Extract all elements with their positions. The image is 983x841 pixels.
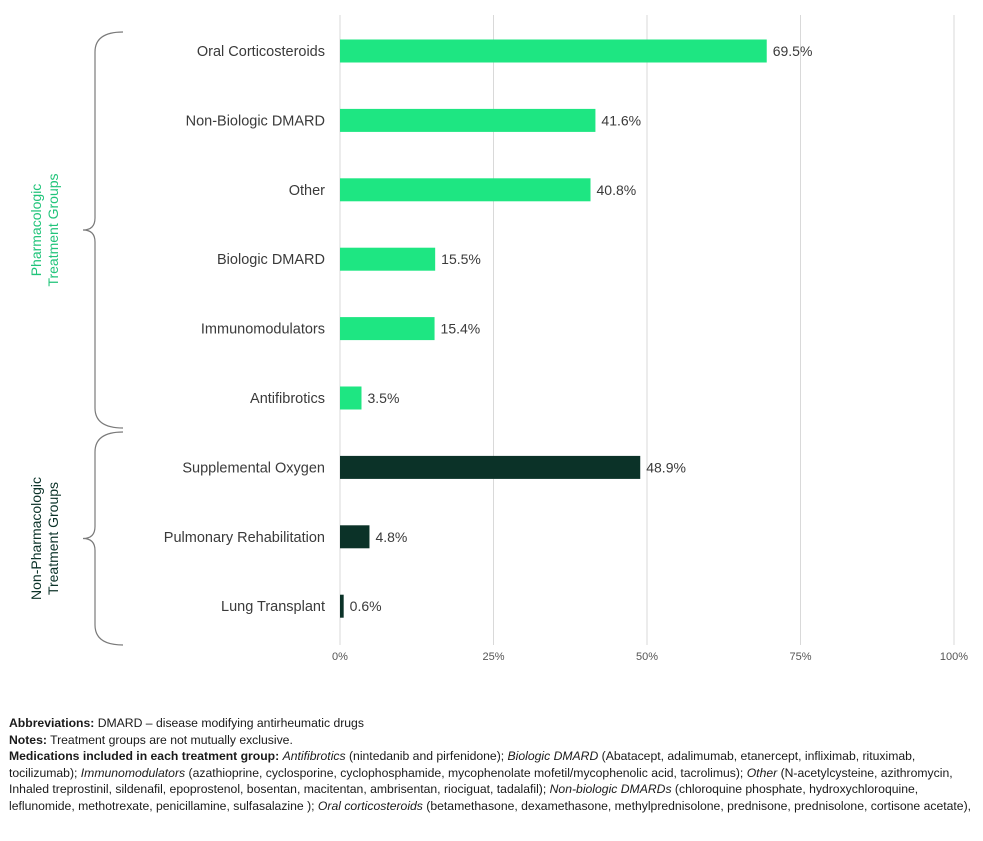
value-label: 0.6%: [350, 598, 382, 614]
bar: [340, 39, 767, 63]
medication-list: (Abatacept, adalimumab, etanercept, infl…: [9, 749, 916, 780]
group-label-line: Pharmacologic: [28, 184, 44, 277]
medication-group-name: Antifibrotics: [282, 749, 346, 763]
bar-chart: 0% 25% 50% 75% 100% Oral Corticosteroids 69.5%…: [28, 15, 968, 663]
medications-note: Medications included in each treatment g…: [9, 749, 972, 813]
abbreviations-note: Abbreviations: DMARD – disease modifying…: [9, 716, 364, 730]
group-label-line: Treatment Groups: [45, 482, 61, 595]
category-label: Biologic DMARD: [217, 252, 325, 268]
category-label: Antifibrotics: [250, 391, 325, 407]
category-label: Non-Biologic DMARD: [186, 113, 325, 129]
bar: [340, 525, 370, 549]
value-label: 15.4%: [441, 321, 481, 337]
bar: [340, 247, 436, 271]
bar: [340, 386, 362, 410]
bar: [340, 108, 596, 132]
value-label: 69.5%: [773, 43, 813, 59]
x-tick-label: 100%: [940, 651, 968, 663]
value-label: 15.5%: [441, 251, 481, 267]
footnotes: Abbreviations: DMARD – disease modifying…: [9, 715, 977, 814]
category-label: Other: [289, 183, 325, 199]
value-label: 3.5%: [367, 390, 399, 406]
value-label: 41.6%: [601, 112, 641, 128]
category-label: Pulmonary Rehabilitation: [164, 530, 325, 546]
labels: 0% 25% 50% 75% 100% Oral Corticosteroids 69.5%…: [28, 43, 968, 663]
bars: [340, 39, 767, 618]
bar: [340, 317, 435, 341]
medication-list: (azathioprine, cyclosporine, cyclophosph…: [185, 765, 747, 780]
category-label: Supplemental Oxygen: [182, 460, 325, 476]
group-label: PharmacologicTreatment Groups: [28, 173, 61, 286]
group-brace: [82, 31, 124, 429]
x-tick-label: 75%: [789, 651, 811, 663]
x-tick-label: 0%: [332, 651, 348, 663]
medication-group-name: Immunomodulators: [80, 765, 186, 780]
group-label-line: Treatment Groups: [45, 173, 61, 286]
category-label: Immunomodulators: [201, 322, 325, 338]
group-label-line: Non-Pharmacologic: [28, 477, 44, 600]
medication-list: (nintedanib and pirfenidone);: [345, 749, 508, 763]
group-brace: [82, 431, 124, 646]
x-tick-label: 50%: [636, 651, 658, 663]
medication-group-name: Oral corticosteroids: [317, 798, 423, 813]
value-label: 40.8%: [597, 182, 637, 198]
bar: [340, 594, 344, 618]
category-label: Oral Corticosteroids: [197, 44, 325, 60]
medication-list: (chloroquine phosphate, hydroxychloroqui…: [9, 782, 919, 813]
value-label: 4.8%: [375, 529, 407, 545]
group-braces: [82, 31, 124, 646]
notes-note: Notes: Treatment groups are not mutually…: [9, 732, 293, 747]
category-label: Lung Transplant: [221, 599, 325, 615]
medication-list: (N-acetylcysteine, azithromycin, Inhaled…: [9, 765, 953, 797]
bar: [340, 455, 641, 479]
group-label: Non-PharmacologicTreatment Groups: [28, 477, 61, 600]
x-tick-label: 25%: [482, 651, 504, 663]
medication-group-name: Other: [746, 765, 778, 780]
medication-list: (betamethasone, dexamethasone, methylpre…: [422, 798, 972, 813]
bar: [340, 178, 591, 202]
medication-group-name: Non-biologic DMARDs: [549, 782, 672, 796]
value-label: 48.9%: [646, 459, 686, 475]
medication-group-name: Biologic DMARD: [507, 749, 599, 763]
